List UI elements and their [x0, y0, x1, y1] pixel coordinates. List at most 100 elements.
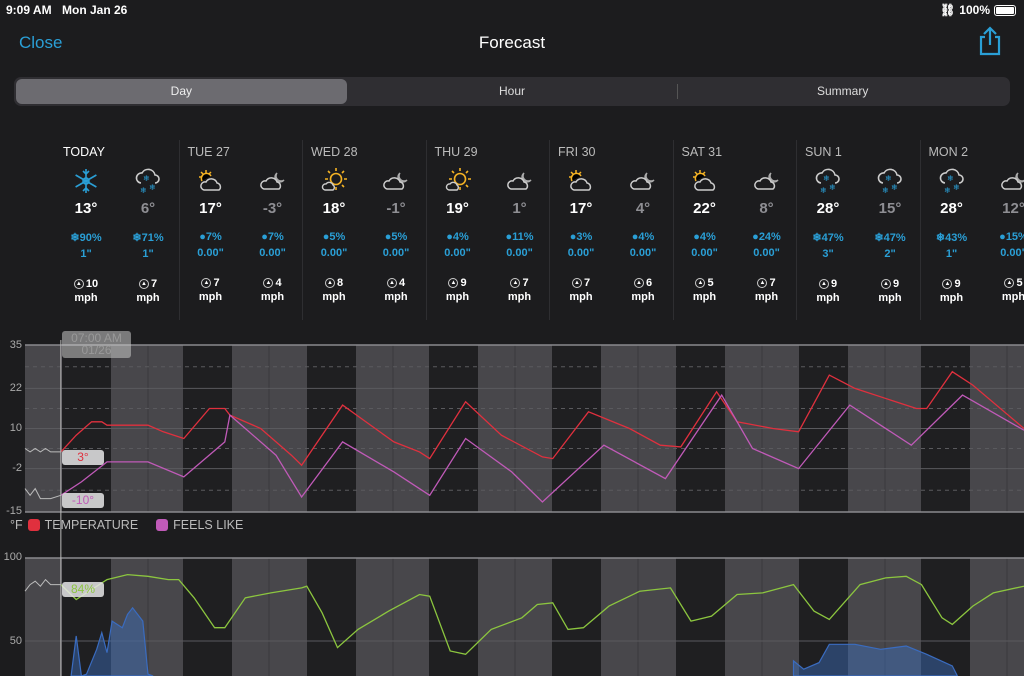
- night-temperature: -1°: [386, 200, 406, 217]
- wind-unit: mph: [754, 291, 779, 303]
- wind-direction-icon: ▲: [263, 278, 274, 288]
- wind-direction-icon: ▲: [73, 279, 84, 289]
- precip-chance: ●4%: [674, 231, 736, 243]
- precip-chance: ●11%: [489, 231, 551, 243]
- feels-like-swatch: [156, 519, 169, 531]
- feels-like-line: [60, 393, 1024, 503]
- wind-unit: mph: [1001, 291, 1024, 303]
- temperature-swatch: [27, 519, 40, 531]
- precip-chance: ❄47%: [859, 231, 921, 244]
- svg-text:❄: ❄: [140, 186, 147, 195]
- svg-text:❄: ❄: [947, 174, 954, 183]
- wind-speed: ▲ 7: [117, 278, 179, 290]
- status-date: Mon Jan 26: [62, 3, 128, 17]
- night-forecast: 12° ●15% 0.00" ▲5 mph: [983, 166, 1024, 303]
- wind-value: 5: [707, 277, 714, 289]
- night-temperature: 15°: [878, 200, 902, 217]
- temperature-history-line: [24, 447, 61, 453]
- tab-summary[interactable]: Summary: [677, 79, 1008, 104]
- share-icon[interactable]: [976, 26, 1004, 56]
- wind-speed: ▲ 7: [736, 277, 798, 289]
- day-column[interactable]: MON 2 ❄❄❄ 28° ❄43% 1" ▲9 mph 12° ●15% 0.…: [919, 140, 1024, 320]
- day-column[interactable]: FRI 30 17° ●3% 0.00" ▲ 7 mph 4° ●4% 0.00"…: [549, 140, 672, 320]
- day-column[interactable]: THU 29 19° ●4% 0.00" ▲ 9 mph 1° ●11% 0.00…: [425, 140, 551, 320]
- temp-ytick: 35: [9, 339, 22, 351]
- night-temperature: 4°: [635, 200, 651, 217]
- wind-value: 9: [954, 278, 961, 290]
- day-column[interactable]: TODAY 13° ❄90% 1" ▲ 10 mph ❄ ❄ ❄ 6° ❄71% 1"…: [55, 140, 178, 320]
- wind-unit: mph: [198, 291, 223, 303]
- wind-unit: mph: [569, 291, 593, 303]
- humidity-ytick: 50: [9, 635, 22, 647]
- legend-temperature[interactable]: TEMPERATURE: [44, 518, 139, 532]
- day-forecast: 17° ●7% 0.00" ▲ 7 mph: [180, 166, 242, 303]
- humidity-ytick: 100: [3, 551, 22, 563]
- wind-direction-icon: ▲: [1004, 278, 1015, 288]
- legend-feels-like[interactable]: FEELS LIKE: [173, 518, 244, 532]
- precip-amount: 1": [80, 248, 92, 260]
- wind-direction-icon: ▲: [880, 279, 891, 289]
- wind-speed: ▲ 10: [55, 278, 117, 290]
- precip-amount: 0.00": [753, 247, 780, 259]
- precip-chance: ❄71%: [117, 231, 179, 244]
- svg-text:❄: ❄: [885, 174, 892, 183]
- night-temperature: 6°: [140, 200, 156, 217]
- cloud-moon-icon: [736, 166, 798, 196]
- night-band: [676, 558, 725, 676]
- wind-direction-icon: ▲: [571, 278, 582, 288]
- wind-direction-icon: ▲: [633, 278, 644, 288]
- tab-day[interactable]: Day: [16, 79, 347, 104]
- wind-direction-icon: ▲: [942, 279, 953, 289]
- view-segmented-control: Day Hour Summary: [14, 77, 1010, 106]
- cloud-snow-icon: ❄ ❄ ❄: [117, 166, 179, 196]
- feels-like-history-line: [24, 487, 62, 500]
- day-column[interactable]: WED 28 18° ●5% 0.00" ▲ 8 mph -1° ●5% 0.00…: [302, 140, 425, 320]
- precip-chance: ❄47%: [797, 231, 859, 244]
- wind-unit: mph: [260, 291, 285, 303]
- day-label: SAT 31: [681, 145, 723, 159]
- daily-forecast-strip[interactable]: TODAY 13° ❄90% 1" ▲ 10 mph ❄ ❄ ❄ 6° ❄71% 1"…: [55, 140, 1024, 320]
- close-button[interactable]: Close: [19, 33, 63, 52]
- precip-chance: ❄43%: [921, 231, 983, 244]
- precip-percent: 47%: [883, 232, 906, 244]
- precip-percent: 4%: [699, 231, 716, 243]
- day-forecast: ❄ ❄ ❄ 28° ❄47% 3" ▲ 9 mph: [797, 166, 859, 304]
- raindrop-icon: ●: [693, 231, 700, 243]
- night-forecast: -1° ●5% 0.00" ▲ 4 mph: [365, 166, 427, 303]
- wind-value: 10: [85, 278, 99, 290]
- raindrop-icon: ●: [199, 231, 206, 243]
- night-band: [62, 558, 111, 676]
- wind-unit: mph: [816, 292, 840, 304]
- cloud-moon-icon: [365, 166, 427, 196]
- day-temperature: 18°: [322, 200, 346, 217]
- day-forecast: 18° ●5% 0.00" ▲ 8 mph: [303, 166, 365, 303]
- precip-chance: ●15%: [983, 231, 1024, 243]
- wind-value: 7: [522, 277, 529, 289]
- night-band: [307, 558, 356, 676]
- day-column[interactable]: SAT 31 22° ●4% 0.00" ▲ 5 mph 8° ●24% 0.00…: [672, 140, 798, 320]
- chart-legend: °F TEMPERATURE FEELS LIKE: [10, 518, 243, 532]
- day-temperature: 17°: [199, 200, 222, 217]
- day-column[interactable]: SUN 1 ❄ ❄ ❄ 28° ❄47% 3" ▲ 9 mph ❄ ❄ ❄ 15° ❄47…: [796, 140, 919, 320]
- precip-amount: 0.00": [320, 247, 348, 259]
- snowflake-icon: ❄: [874, 232, 884, 244]
- night-band: [429, 558, 478, 676]
- tab-hour[interactable]: Hour: [499, 84, 526, 98]
- wind-speed: ▲ 9: [427, 277, 489, 289]
- precipitation-area: [70, 606, 154, 676]
- status-time: 9:09 AM: [6, 3, 52, 17]
- night-forecast: ❄ ❄ ❄ 15° ❄47% 2" ▲ 9 mph: [859, 166, 921, 304]
- night-temperature: -3°: [262, 200, 283, 217]
- wind-speed: ▲ 4: [242, 277, 304, 289]
- temp-ytick: 22: [9, 382, 22, 394]
- wind-value: 6: [645, 277, 653, 289]
- night-band: [799, 558, 848, 676]
- raindrop-icon: ●: [999, 231, 1006, 243]
- temperature-line: [60, 370, 1024, 467]
- day-column[interactable]: TUE 27 17° ●7% 0.00" ▲ 7 mph -3° ●7% 0.00…: [178, 140, 304, 320]
- raindrop-icon: ●: [446, 231, 453, 243]
- wind-speed: ▲ 6: [612, 277, 674, 289]
- precip-chance: ●24%: [736, 231, 798, 243]
- snowflake-icon: ❄: [70, 232, 80, 244]
